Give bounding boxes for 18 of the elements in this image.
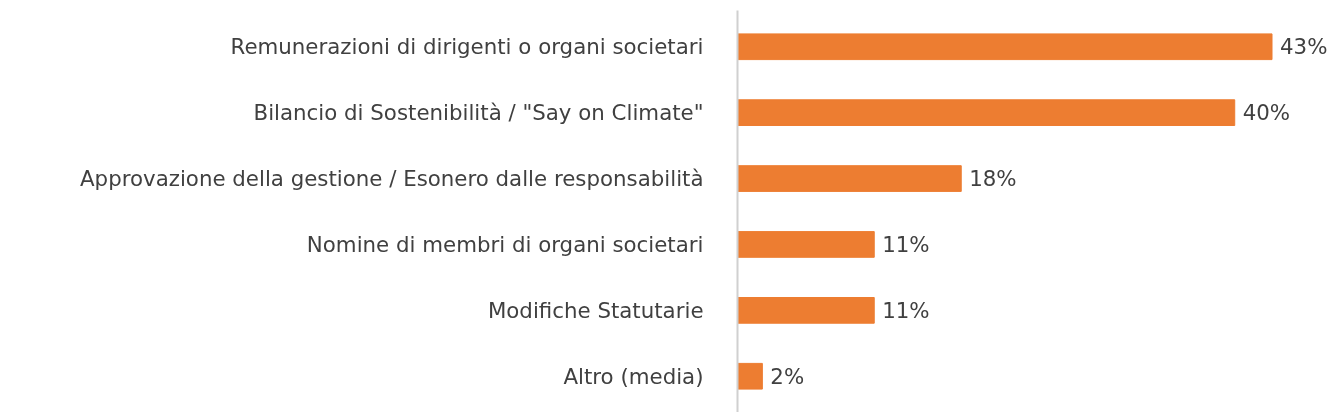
data-label: 18% xyxy=(969,166,1017,192)
bar xyxy=(737,297,875,324)
y-tick-label: Nomine di membri di organi societari xyxy=(306,231,704,257)
y-tick-label: Bilancio di Sostenibilità / "Say on Climate" xyxy=(253,100,704,126)
data-label: 2% xyxy=(770,363,805,389)
y-tick-label: Approvazione della gestione / Esonero dalle responsabilità xyxy=(80,166,704,192)
data-label: 43% xyxy=(1280,34,1328,60)
y-tick-label: Remunerazioni di dirigenti o organi societari xyxy=(230,34,704,60)
bar xyxy=(737,231,875,258)
data-label: 40% xyxy=(1242,100,1291,126)
bar xyxy=(737,362,763,390)
data-label: 11% xyxy=(882,231,930,257)
data-label: 11% xyxy=(882,297,930,323)
y-tick-label: Modifiche Statutarie xyxy=(487,297,704,323)
bar xyxy=(737,99,1236,126)
bar xyxy=(737,33,1273,61)
y-tick-label: Altro (media) xyxy=(563,363,704,389)
bar xyxy=(737,165,962,192)
